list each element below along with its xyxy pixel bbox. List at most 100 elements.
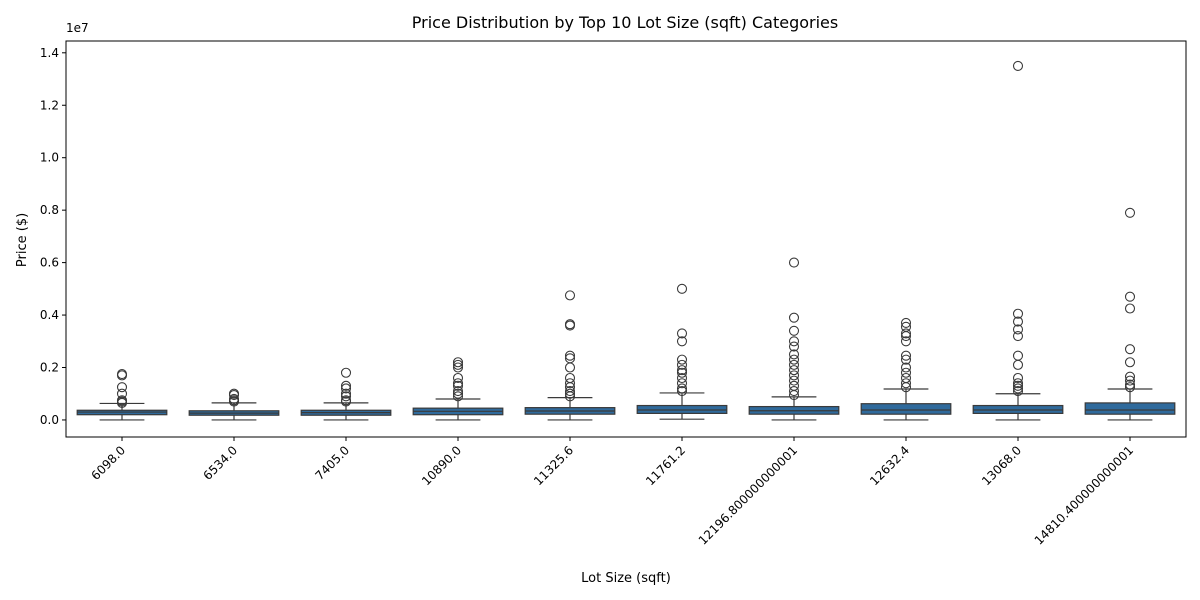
x-tick-label: 6534.0 [201, 443, 241, 483]
outlier-point [564, 362, 576, 373]
outlier-point [1012, 308, 1024, 319]
outlier-point [788, 325, 800, 336]
x-tick-label: 6098.0 [89, 443, 129, 483]
outlier-point [452, 359, 464, 370]
outlier-point [340, 395, 352, 406]
outlier-point [1124, 375, 1136, 386]
outlier-point [452, 357, 464, 368]
outlier-point [788, 312, 800, 323]
y-tick-label: 1.0 [40, 151, 59, 165]
outlier-point [1012, 330, 1024, 342]
outlier-point [676, 354, 688, 365]
outlier-point [452, 391, 464, 402]
outlier-point [1012, 359, 1024, 370]
outlier-point [676, 383, 688, 394]
outlier-point [116, 382, 128, 393]
outlier-point [564, 386, 576, 397]
outlier-point [1012, 372, 1024, 384]
outlier-point [900, 317, 912, 328]
outlier-point [1124, 207, 1136, 218]
box-iqr [1084, 402, 1176, 415]
box-iqr [860, 403, 952, 415]
outlier-point [900, 362, 912, 373]
outlier-point [452, 362, 464, 373]
outlier-point [1012, 378, 1024, 389]
y-tick-label: 0.6 [40, 256, 59, 270]
outlier-point [564, 290, 576, 301]
outlier-point [452, 386, 464, 397]
outlier-point [452, 372, 464, 384]
box-group [748, 257, 840, 421]
outlier-point [340, 388, 352, 399]
outlier-point [228, 388, 240, 399]
outlier-point [340, 383, 352, 394]
x-tick-label: 10890.0 [419, 443, 464, 488]
outlier-point [1124, 379, 1136, 390]
outlier-point [676, 378, 688, 389]
outlier-point [788, 341, 800, 352]
outlier-point [1012, 350, 1024, 361]
outlier-point [564, 388, 576, 399]
outlier-point [900, 372, 912, 384]
outlier-point [1124, 303, 1136, 314]
outlier-point [676, 386, 688, 397]
x-tick-label: 11761.2 [643, 443, 688, 488]
box-group [636, 283, 728, 420]
y-tick-label: 1.4 [40, 46, 59, 60]
outlier-point [1124, 291, 1136, 302]
outlier-point [676, 328, 688, 339]
outlier-point [1124, 382, 1136, 393]
outlier-point [676, 336, 688, 347]
chart-title: Price Distribution by Top 10 Lot Size (s… [412, 13, 838, 32]
outlier-point [788, 386, 800, 397]
outlier-point [452, 378, 464, 389]
outlier-point [564, 350, 576, 361]
outlier-point [116, 395, 128, 406]
outlier-point [676, 359, 688, 370]
outlier-point [788, 257, 800, 268]
outlier-point [788, 359, 800, 370]
outlier-point [900, 354, 912, 365]
outlier-point [340, 391, 352, 402]
x-axis-label: Lot Size (sqft) [581, 571, 671, 586]
outlier-point [1012, 324, 1024, 335]
y-axis-label: Price ($) [15, 213, 30, 267]
outlier-point [1012, 60, 1024, 71]
outlier-point [340, 367, 352, 378]
outlier-point [1124, 344, 1136, 355]
outlier-point [1012, 383, 1024, 394]
outlier-point [676, 365, 688, 376]
plot-frame [65, 40, 1187, 438]
outlier-point [900, 336, 912, 347]
outlier-point [900, 367, 912, 378]
outlier-point [900, 328, 912, 339]
outlier-point [564, 378, 576, 389]
outlier-point [1124, 357, 1136, 368]
outlier-point [228, 393, 240, 405]
box-group [76, 369, 168, 421]
outlier-point [452, 380, 464, 391]
outlier-point [900, 378, 912, 389]
x-tick-label: 11325.6 [531, 443, 576, 488]
outlier-point [900, 321, 912, 332]
outlier-point [452, 388, 464, 399]
outlier-point [788, 380, 800, 391]
box-group [188, 388, 280, 421]
y-tick-label: 1.2 [40, 98, 59, 112]
box-group [860, 317, 952, 421]
outlier-point [788, 370, 800, 381]
plot-area: 0.0 0.2 0.4 0.6 0.8 1.0 1.2 1.4 6098.0 6534.0 7405… [40, 46, 1176, 548]
box-group [1084, 207, 1176, 421]
outlier-point [564, 372, 576, 384]
y-tick-label: 0.2 [40, 361, 59, 375]
x-tick-label: 12632.4 [867, 443, 912, 488]
outlier-point [900, 350, 912, 361]
outlier-point [340, 380, 352, 391]
outlier-point [676, 372, 688, 384]
x-tick-label: 13068.0 [979, 443, 1024, 488]
box-group [972, 60, 1064, 421]
outlier-point [1012, 380, 1024, 391]
outlier-point [116, 369, 128, 380]
outlier-point [1012, 386, 1024, 397]
